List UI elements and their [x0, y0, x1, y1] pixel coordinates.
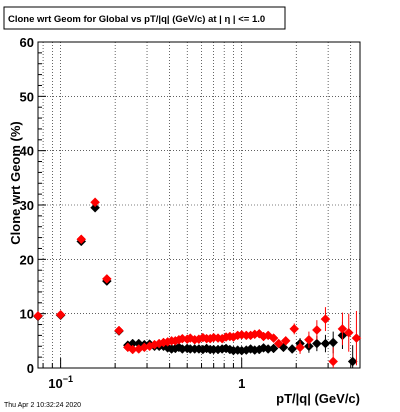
data-point — [320, 314, 331, 324]
data-point — [320, 338, 331, 349]
y-tick-label: 40 — [20, 144, 34, 159]
data-marks — [33, 197, 362, 368]
grid — [38, 42, 360, 368]
y-axis-label: Clone wrt Geom (%) — [8, 121, 23, 245]
x-tick-label: 10−1 — [48, 374, 73, 391]
data-point — [287, 344, 298, 354]
timestamp: Thu Apr 2 10:32:24 2020 — [4, 402, 81, 409]
y-tick-label: 60 — [20, 35, 34, 50]
title-box — [3, 6, 286, 30]
data-point — [289, 324, 300, 334]
data-point — [268, 343, 279, 354]
data-point — [343, 327, 354, 338]
data-point — [347, 356, 358, 367]
data-point — [312, 338, 322, 349]
data-point — [76, 234, 87, 245]
data-point — [268, 333, 279, 343]
data-point — [295, 342, 305, 353]
y-tick-label: 0 — [27, 361, 34, 376]
data-point — [328, 337, 339, 348]
y-tick-labels: 0 10 20 30 40 50 60 — [20, 35, 34, 376]
data-point — [312, 325, 322, 335]
y-tick-label: 20 — [20, 252, 34, 267]
data-point — [90, 197, 100, 208]
data-point — [33, 310, 43, 321]
y-tick-label: 10 — [20, 307, 34, 322]
data-point — [273, 338, 284, 349]
data-point — [55, 309, 66, 320]
data-point — [337, 324, 348, 334]
data-point — [280, 335, 291, 346]
x-tick-label: 1 — [238, 376, 245, 391]
data-point — [101, 274, 112, 284]
data-point — [304, 334, 314, 345]
data-point — [328, 356, 339, 367]
y-tick-label: 30 — [20, 198, 34, 213]
y-tick-label: 50 — [20, 89, 34, 104]
chart-title: Clone wrt Geom for Global vs pT/|q| (GeV… — [8, 14, 265, 25]
x-tick-labels: 10−1 1 — [48, 374, 245, 391]
x-axis-label: pT/|q| (GeV/c) — [276, 391, 360, 406]
data-point — [114, 325, 124, 336]
data-point — [351, 333, 362, 343]
data-point — [90, 202, 100, 213]
